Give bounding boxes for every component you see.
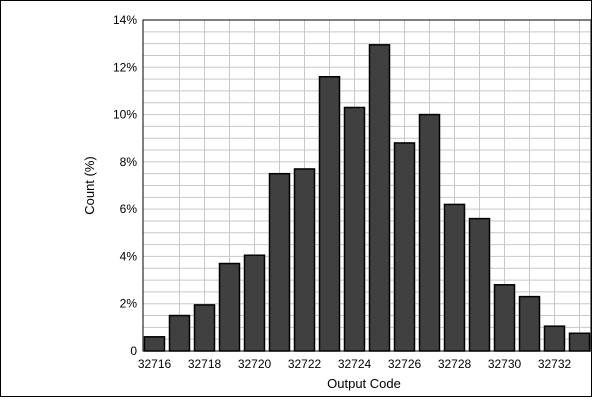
bar-32724 bbox=[343, 106, 366, 352]
x-tick-label: 32730 bbox=[488, 357, 522, 371]
x-tick-labels: 32716 32718 32720 32722 32724 32726 32728 32730… bbox=[138, 357, 572, 371]
bar-32721 bbox=[268, 172, 291, 352]
x-tick-label: 32728 bbox=[438, 357, 472, 371]
y-tick-label: 14% bbox=[113, 13, 137, 27]
y-tick-label: 0 bbox=[130, 344, 137, 358]
bar-32729 bbox=[468, 217, 491, 352]
y-tick-label: 8% bbox=[120, 155, 138, 169]
y-tick-label: 12% bbox=[113, 60, 137, 74]
x-tick-label: 32718 bbox=[188, 357, 222, 371]
x-tick-label: 32726 bbox=[388, 357, 422, 371]
bar-32733 bbox=[568, 332, 591, 352]
x-tick-label: 32732 bbox=[538, 357, 572, 371]
bar-32722 bbox=[293, 168, 316, 352]
bar-32716 bbox=[143, 336, 166, 352]
bars-group bbox=[143, 44, 591, 352]
y-tick-labels: 0 2% 4% 6% 8% 10% 12% 14% bbox=[113, 13, 137, 358]
x-tick-label: 32724 bbox=[338, 357, 372, 371]
bar-32719 bbox=[218, 262, 241, 352]
bar-32726 bbox=[393, 142, 416, 352]
y-tick-label: 10% bbox=[113, 108, 137, 122]
bar-32728 bbox=[443, 203, 466, 352]
bar-32720 bbox=[243, 254, 266, 352]
x-tick-label: 32722 bbox=[288, 357, 322, 371]
bar-32730 bbox=[493, 284, 516, 352]
y-axis-label: Count (%) bbox=[82, 156, 97, 215]
bar-32718 bbox=[193, 304, 216, 352]
y-tick-label: 4% bbox=[120, 249, 138, 263]
x-axis-label: Output Code bbox=[327, 376, 401, 391]
y-tick-label: 2% bbox=[120, 297, 138, 311]
bar-32731 bbox=[518, 295, 541, 352]
x-tick-label: 32716 bbox=[138, 357, 172, 371]
bar-32725 bbox=[368, 44, 391, 352]
bar-32732 bbox=[543, 325, 566, 352]
bar-32727 bbox=[418, 113, 441, 352]
bar-32717 bbox=[168, 314, 191, 352]
x-tick-label: 32720 bbox=[238, 357, 272, 371]
y-tick-label: 6% bbox=[120, 202, 138, 216]
bar-32723 bbox=[318, 75, 341, 352]
